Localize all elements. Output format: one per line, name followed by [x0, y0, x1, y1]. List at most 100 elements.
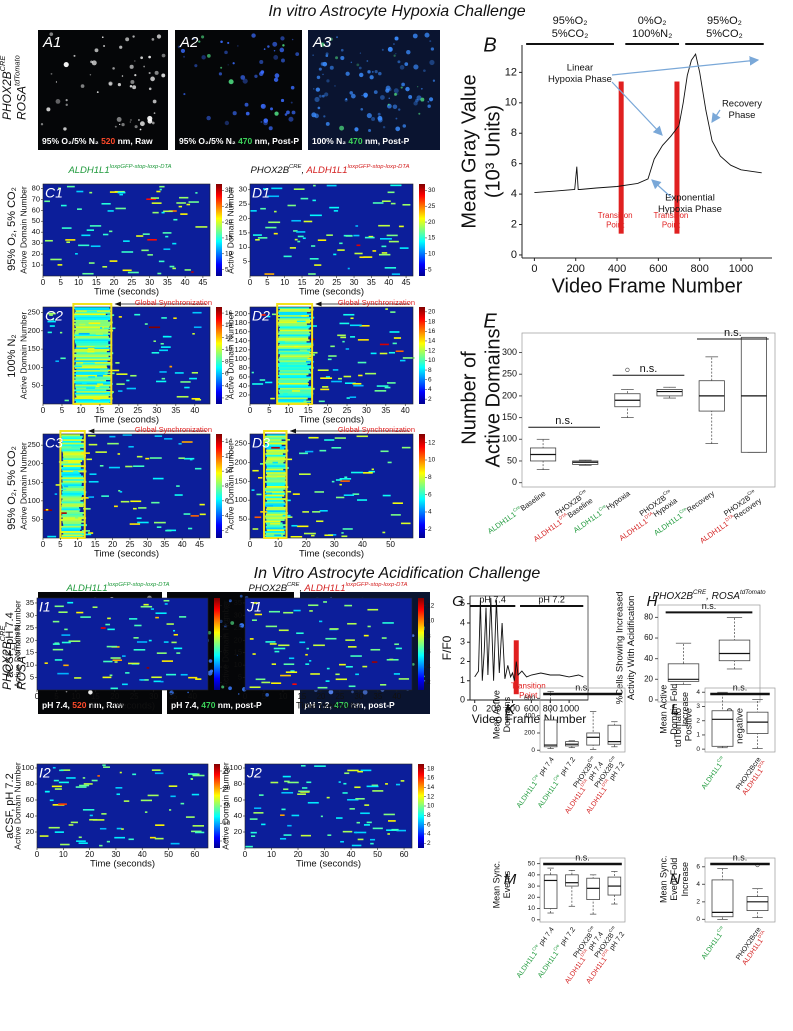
sync-streak — [279, 313, 312, 316]
activity-streak — [318, 400, 325, 403]
activity-streak — [287, 204, 296, 207]
sync-streak — [74, 332, 110, 335]
activity-streak — [85, 508, 91, 510]
plot-frame — [521, 332, 776, 488]
y-axis-label: Mean Sync. — [491, 861, 501, 909]
cell-spot — [272, 41, 278, 47]
y-axis-label: Increase — [680, 692, 690, 727]
sync-streak — [74, 373, 108, 376]
activity-streak — [107, 442, 119, 445]
activity-streak — [396, 829, 406, 832]
sync-streak — [75, 394, 112, 397]
x-tick-label: 200 — [486, 703, 501, 713]
x-tick-label: 40 — [190, 406, 199, 415]
x-tick-label: 45 — [402, 278, 411, 287]
y-tick-label: 20 — [32, 249, 40, 258]
cell-spot — [220, 40, 223, 44]
activity-streak — [133, 637, 139, 639]
sync-streak — [74, 355, 109, 358]
sync-streak — [62, 492, 86, 495]
colorbar-tick-label: 20 — [428, 309, 436, 316]
superscript: CRE — [287, 582, 299, 588]
activity-streak — [133, 465, 145, 468]
activity-streak — [323, 601, 328, 603]
image-caption: 100% N₂ 470 nm, Post-P — [312, 136, 410, 146]
activity-streak — [363, 634, 369, 637]
activity-streak — [305, 653, 308, 656]
sync-streak — [75, 326, 110, 329]
cell-spot — [412, 33, 418, 39]
y-axis-label: Active Domain Number — [225, 186, 235, 274]
activity-streak — [74, 677, 82, 679]
activity-streak — [107, 210, 114, 212]
activity-streak — [297, 240, 301, 243]
line-series — [534, 52, 762, 194]
colorbar-tick-label: 16 — [428, 328, 436, 335]
activity-streak — [317, 369, 329, 372]
activity-streak — [88, 532, 94, 534]
column-header: ALDH1L1loxpGFP-stop-loxp-DTA — [65, 582, 169, 594]
activity-streak — [285, 439, 290, 441]
colorbar-tick-label: 2 — [223, 679, 227, 686]
activity-streak — [292, 683, 297, 685]
cell-spot — [40, 123, 44, 126]
activity-streak — [371, 784, 378, 787]
sync-streak — [74, 366, 108, 369]
sync-streak — [277, 318, 311, 321]
colorbar-tick-label: 6 — [427, 648, 431, 655]
panel-label: M — [504, 871, 517, 888]
activity-streak — [114, 661, 118, 663]
text-part: Recovery — [685, 489, 716, 515]
sync-streak — [75, 308, 112, 311]
activity-streak — [106, 645, 118, 648]
activity-streak — [106, 392, 113, 394]
sync-streak — [76, 345, 109, 348]
text-part: nm, Raw — [86, 700, 124, 710]
cell-spot — [119, 123, 121, 126]
sync-streak — [61, 508, 81, 511]
x-tick-label: 10 — [284, 406, 293, 415]
cell-spot — [397, 93, 399, 95]
sync-streak — [264, 496, 283, 499]
significance-label: n.s. — [640, 363, 658, 375]
activity-streak — [344, 382, 356, 384]
y-tick-label: 100 — [229, 763, 242, 772]
activity-streak — [180, 802, 185, 805]
activity-streak — [302, 511, 310, 513]
cell-spot — [130, 79, 135, 84]
cell-spot — [358, 66, 362, 70]
activity-streak — [78, 836, 82, 839]
cell-spot — [291, 38, 294, 41]
text-part: ROSA — [712, 591, 741, 602]
panel-label: J2 — [246, 765, 262, 781]
activity-streak — [64, 628, 68, 631]
cell-spot — [314, 113, 319, 119]
transition-bar — [674, 81, 680, 234]
y-tick-label: 200 — [502, 390, 517, 400]
activity-streak — [99, 369, 109, 372]
cell-spot — [232, 111, 237, 116]
y-tick-label: 100 — [21, 763, 34, 772]
activity-streak — [132, 773, 137, 776]
box — [711, 710, 734, 747]
activity-streak — [117, 191, 126, 194]
text-part: Baseline — [519, 489, 548, 513]
activity-streak — [151, 769, 161, 771]
micrograph — [38, 30, 168, 150]
text-part: 520 — [72, 700, 86, 710]
activity-streak — [250, 835, 256, 837]
x-tick-label: 40 — [401, 406, 410, 415]
activity-streak — [109, 191, 119, 193]
activity-streak — [296, 632, 304, 635]
activity-streak — [381, 637, 387, 639]
x-tick-label: 30 — [354, 692, 363, 701]
panel-label: D3 — [252, 435, 270, 451]
cell-spot — [177, 45, 181, 49]
y-tick-label: 80 — [644, 612, 653, 621]
y-tick-label: 50 — [528, 860, 536, 867]
activity-streak — [372, 202, 384, 204]
activity-streak — [155, 824, 165, 826]
activity-streak — [290, 535, 303, 538]
sync-streak — [62, 522, 82, 525]
cell-spot — [284, 113, 288, 116]
